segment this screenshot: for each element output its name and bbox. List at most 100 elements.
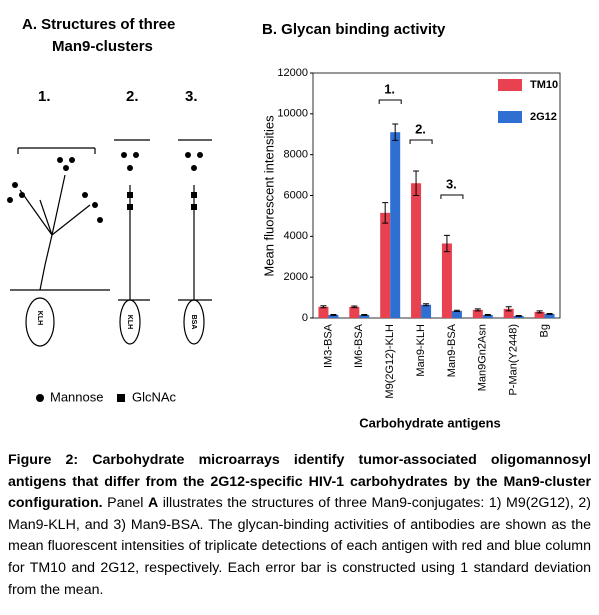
legend-glcnac <box>117 394 125 402</box>
mannose <box>191 165 197 171</box>
error-bar <box>382 202 389 224</box>
bar <box>441 243 452 318</box>
bar <box>359 314 370 318</box>
mannose <box>69 157 75 163</box>
bracket <box>378 99 402 104</box>
error-bar <box>453 309 460 312</box>
mannose <box>92 202 98 208</box>
carrier-label: BSA <box>190 315 197 330</box>
error-bar <box>443 234 450 253</box>
x-tick-label: IM3-BSA <box>322 323 334 368</box>
annotation: 2. <box>415 121 426 136</box>
bar <box>421 304 432 318</box>
error-bar <box>546 313 553 315</box>
bar <box>544 313 555 318</box>
legend-label: Mannose <box>50 389 103 404</box>
glcnac <box>191 192 197 198</box>
bracket <box>440 194 464 199</box>
panel-a-title: A. Structures of three <box>22 16 175 33</box>
structures <box>10 139 212 347</box>
carrier-label: KLH <box>36 311 43 325</box>
legend-label: 2G12 <box>530 111 557 123</box>
y-tick-label: 2000 <box>284 271 308 283</box>
panel-a-title: Man9-clusters <box>52 38 153 55</box>
legend-label: GlcNAc <box>132 389 177 404</box>
bar <box>472 309 483 318</box>
carrier <box>183 299 205 345</box>
error-bar <box>484 314 491 316</box>
error-bar <box>536 310 543 314</box>
error-bar <box>505 306 512 312</box>
caption-text: illustrates the structures of three Man9… <box>8 495 591 598</box>
bar <box>451 310 462 318</box>
structure-label: 3. <box>185 88 198 105</box>
caption-panel: A <box>147 495 159 512</box>
bar <box>390 132 401 318</box>
error-bar <box>423 303 430 307</box>
mannose <box>121 152 127 158</box>
bar <box>380 212 391 318</box>
error-bar <box>351 305 358 309</box>
caption-bold: Figure 2: Carbohydrate microarrays ident… <box>8 452 591 512</box>
x-tick-label: Man9-BSA <box>446 323 458 377</box>
structure-1-lines <box>10 147 110 291</box>
legend-mannose <box>36 394 44 402</box>
y-tick-label: 8000 <box>284 149 308 161</box>
error-bar <box>320 305 327 309</box>
caption: Figure 2: Carbohydrate microarrays ident… <box>8 450 591 601</box>
mannose <box>57 157 63 163</box>
bar <box>349 306 360 318</box>
x-tick-label: IM6-BSA <box>353 323 365 368</box>
y-tick-label: 4000 <box>284 230 308 242</box>
x-tick-label: P-Man(Y2448) <box>508 324 520 396</box>
legend-swatch <box>498 111 522 123</box>
figure: A. Structures of three Man9-clusters 1. … <box>7 16 561 430</box>
x-tick-label: Man9Gn2Asn <box>477 324 489 391</box>
error-bar <box>392 123 399 141</box>
y-tick-label: 12000 <box>277 67 308 79</box>
bar <box>328 314 339 318</box>
x-axis-label: Carbohydrate antigens <box>359 415 501 430</box>
error-bar <box>330 314 337 316</box>
x-tick-label: Bg <box>538 324 550 337</box>
caption-text: Panel <box>102 495 148 512</box>
mannose <box>197 152 203 158</box>
chart-title: B. Glycan binding activity <box>262 21 446 38</box>
bar <box>513 315 524 318</box>
annotation: 3. <box>446 176 457 191</box>
bar <box>318 306 329 318</box>
carrier <box>119 299 141 345</box>
legend-swatch <box>498 79 522 91</box>
carrier <box>25 297 55 347</box>
bar <box>534 311 545 318</box>
x-tick-label: M9(2G12)-KLH <box>384 324 396 399</box>
y-tick-label: 10000 <box>277 108 308 120</box>
y-tick-label: 6000 <box>284 189 308 201</box>
carrier-label: KLH <box>126 315 133 329</box>
mannose <box>63 165 69 171</box>
mannose <box>185 152 191 158</box>
y-axis-label: Mean fluorescent intensities <box>261 115 276 277</box>
mannose <box>7 197 13 203</box>
bracket <box>409 139 433 144</box>
glcnac <box>191 204 197 210</box>
mannose <box>82 192 88 198</box>
bar <box>411 183 422 318</box>
structure-label: 1. <box>38 88 51 105</box>
structure-2-3-lines <box>114 139 212 301</box>
annotation: 1. <box>384 81 395 96</box>
mannose <box>133 152 139 158</box>
legend-label: TM10 <box>530 79 558 91</box>
glcnac <box>127 204 133 210</box>
bar <box>482 314 493 318</box>
error-bar <box>515 315 522 317</box>
bar <box>503 308 514 318</box>
error-bar <box>413 170 420 196</box>
glcnac <box>127 192 133 198</box>
x-tick-label: Man9-KLH <box>415 324 427 377</box>
y-tick-label: 0 <box>302 312 308 324</box>
mannose <box>12 182 18 188</box>
mannose <box>97 217 103 223</box>
error-bar <box>361 314 368 316</box>
